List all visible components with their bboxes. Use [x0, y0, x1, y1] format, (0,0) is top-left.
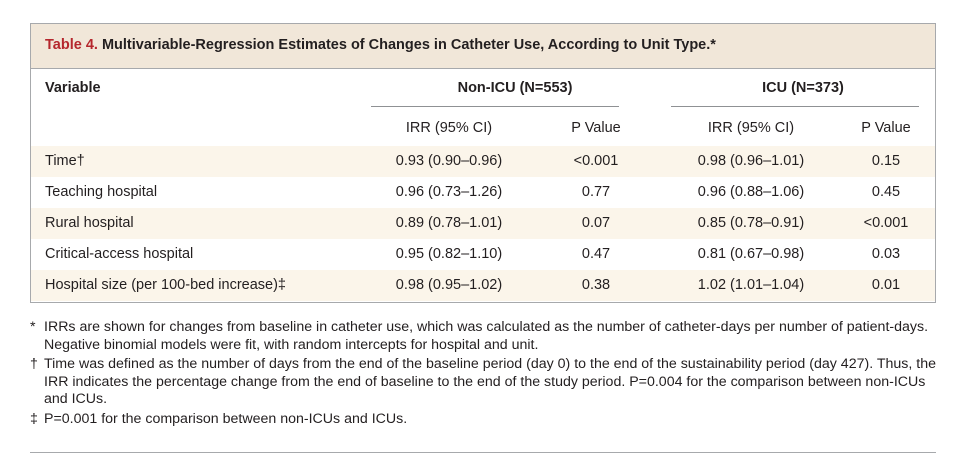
row-icu-irr: 0.96 (0.88–1.06) [697, 184, 805, 200]
row-icu-irr: 0.81 (0.67–0.98) [697, 246, 805, 262]
table-title-bar: Table 4. Multivariable-Regression Estima… [31, 24, 935, 69]
group-rule-icu [671, 106, 919, 107]
row-variable: Rural hospital [45, 215, 134, 231]
row-icu-p: 0.15 [871, 153, 901, 169]
group-rule-nonicu [371, 106, 619, 107]
row-nonicu-irr: 0.96 (0.73–1.26) [395, 184, 503, 200]
row-nonicu-p: <0.001 [573, 153, 619, 169]
table-row: Teaching hospital 0.96 (0.73–1.26) 0.77 … [31, 177, 935, 208]
row-nonicu-irr: 0.93 (0.90–0.96) [395, 153, 503, 169]
row-variable: Time† [45, 153, 85, 169]
row-nonicu-irr: 0.98 (0.95–1.02) [395, 277, 503, 293]
row-icu-p: <0.001 [863, 215, 909, 231]
col-header-icu-p: P Value [861, 120, 911, 136]
row-nonicu-irr: 0.95 (0.82–1.10) [395, 246, 503, 262]
row-nonicu-p: 0.47 [581, 246, 611, 262]
table-row: Critical-access hospital 0.95 (0.82–1.10… [31, 239, 935, 270]
row-nonicu-p: 0.77 [581, 184, 611, 200]
row-icu-p: 0.45 [871, 184, 901, 200]
table-label: Table 4. [45, 37, 98, 53]
table-frame: Table 4. Multivariable-Regression Estima… [30, 23, 936, 303]
table-row: Rural hospital 0.89 (0.78–1.01) 0.07 0.8… [31, 208, 935, 239]
col-header-icu-irr: IRR (95% CI) [707, 120, 795, 136]
footnote: ‡ P=0.001 for the comparison between non… [30, 411, 940, 429]
footnote: * IRRs are shown for changes from baseli… [30, 319, 940, 354]
footnote: † Time was defined as the number of days… [30, 356, 940, 409]
col-header-nonicu-irr: IRR (95% CI) [405, 120, 493, 136]
row-variable: Teaching hospital [45, 184, 158, 200]
footnote-text: IRRs are shown for changes from baseline… [44, 319, 929, 353]
table-row: Time† 0.93 (0.90–0.96) <0.001 0.98 (0.96… [31, 146, 935, 177]
row-variable: Hospital size (per 100-bed increase)‡ [45, 277, 286, 293]
row-icu-irr: 0.98 (0.96–1.01) [697, 153, 805, 169]
col-header-nonicu-p: P Value [571, 120, 621, 136]
footnote-mark: † [30, 356, 38, 372]
group-header-icu: ICU (N=373) [762, 80, 844, 96]
footnote-text: Time was defined as the number of days f… [44, 356, 936, 407]
row-nonicu-p: 0.07 [581, 215, 611, 231]
footnotes: * IRRs are shown for changes from baseli… [30, 319, 940, 430]
row-icu-irr: 1.02 (1.01–1.04) [697, 277, 805, 293]
footnote-mark: * [30, 319, 36, 335]
group-header-nonicu: Non-ICU (N=553) [457, 80, 573, 96]
row-icu-p: 0.03 [871, 246, 901, 262]
footnote-mark: ‡ [30, 410, 38, 427]
row-nonicu-irr: 0.89 (0.78–1.01) [395, 215, 503, 231]
table-row: Hospital size (per 100-bed increase)‡ 0.… [31, 270, 935, 301]
variable-header: Variable [45, 80, 101, 96]
row-icu-p: 0.01 [871, 277, 901, 293]
bottom-rule [30, 452, 936, 453]
footnote-text: P=0.001 for the comparison between non-I… [44, 410, 408, 427]
row-icu-irr: 0.85 (0.78–0.91) [697, 215, 805, 231]
row-nonicu-p: 0.38 [581, 277, 611, 293]
row-variable: Critical-access hospital [45, 246, 194, 262]
table-title: Multivariable-Regression Estimates of Ch… [97, 37, 716, 53]
